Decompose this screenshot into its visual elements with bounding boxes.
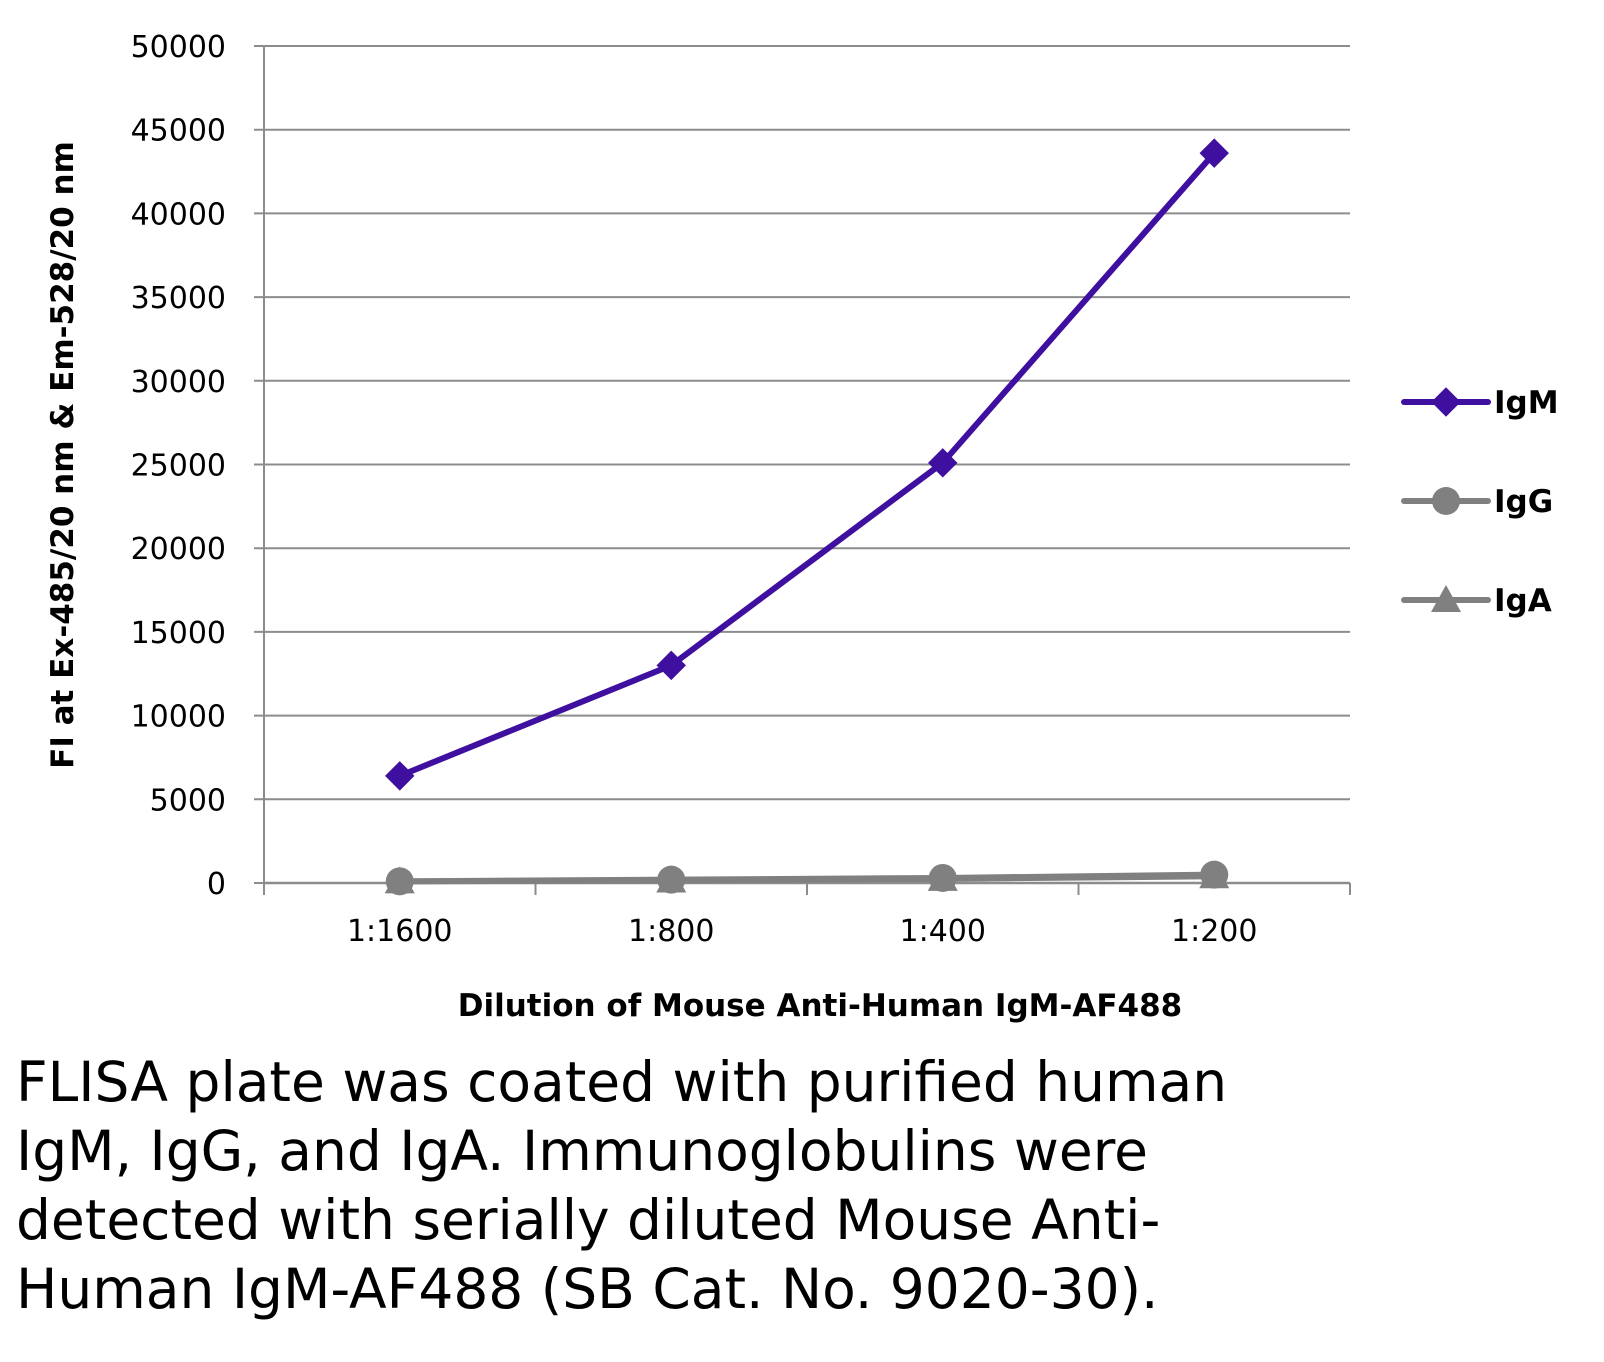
y-tick-label: 5000 <box>150 783 226 818</box>
y-tick-label: 40000 <box>131 197 226 232</box>
x-tick-label: 1:200 <box>1171 914 1257 949</box>
legend: IgM IgG IgA <box>1401 385 1559 619</box>
data-point-igm <box>928 448 958 478</box>
legend-marker-igm <box>1431 387 1461 417</box>
gridlines <box>254 45 1350 884</box>
y-tick-label: 25000 <box>131 449 226 484</box>
y-tick-label: 45000 <box>131 114 226 149</box>
data-point-igm <box>656 650 686 681</box>
x-tick-label: 1:800 <box>628 914 714 949</box>
data-point-igg <box>385 867 414 896</box>
x-tick-label: 1:1600 <box>347 914 453 949</box>
y-tick-label: 15000 <box>131 616 226 651</box>
legend-marker-iga <box>1431 585 1461 612</box>
data-series <box>384 138 1230 896</box>
data-point-igg <box>928 863 957 892</box>
y-tick-label: 0 <box>207 867 226 902</box>
data-point-igg <box>1200 860 1229 889</box>
x-axis-ticks: 1:1600 1:800 1:400 1:200 <box>263 883 1351 949</box>
data-point-igm <box>385 761 415 791</box>
y-axis-ticks: 5000045000400003500030000250002000015000… <box>131 30 226 902</box>
series-line-igm <box>396 150 1218 779</box>
elisa-line-chart: 5000045000400003500030000250002000015000… <box>45 30 1559 1024</box>
figure-caption: FLISA plate was coated with purified hum… <box>16 1050 1228 1321</box>
x-axis-title: Dilution of Mouse Anti-Human IgM-AF488 <box>458 988 1183 1024</box>
series-line-igg <box>396 871 1218 885</box>
y-axis-title: FI at Ex-485/20 nm & Em-528/20 nm <box>45 141 81 769</box>
y-tick-label: 30000 <box>131 365 226 400</box>
y-tick-label: 35000 <box>131 281 226 316</box>
y-tick-label: 50000 <box>131 30 226 65</box>
y-tick-label: 20000 <box>131 532 226 567</box>
legend-label-igg: IgG <box>1494 484 1553 520</box>
y-tick-label: 10000 <box>131 700 226 735</box>
data-point-igm <box>1199 138 1229 168</box>
legend-label-iga: IgA <box>1494 583 1552 619</box>
data-point-igg <box>657 865 686 894</box>
legend-label-igm: IgM <box>1494 385 1559 421</box>
legend-marker-igg <box>1432 487 1460 515</box>
x-tick-label: 1:400 <box>900 914 986 949</box>
